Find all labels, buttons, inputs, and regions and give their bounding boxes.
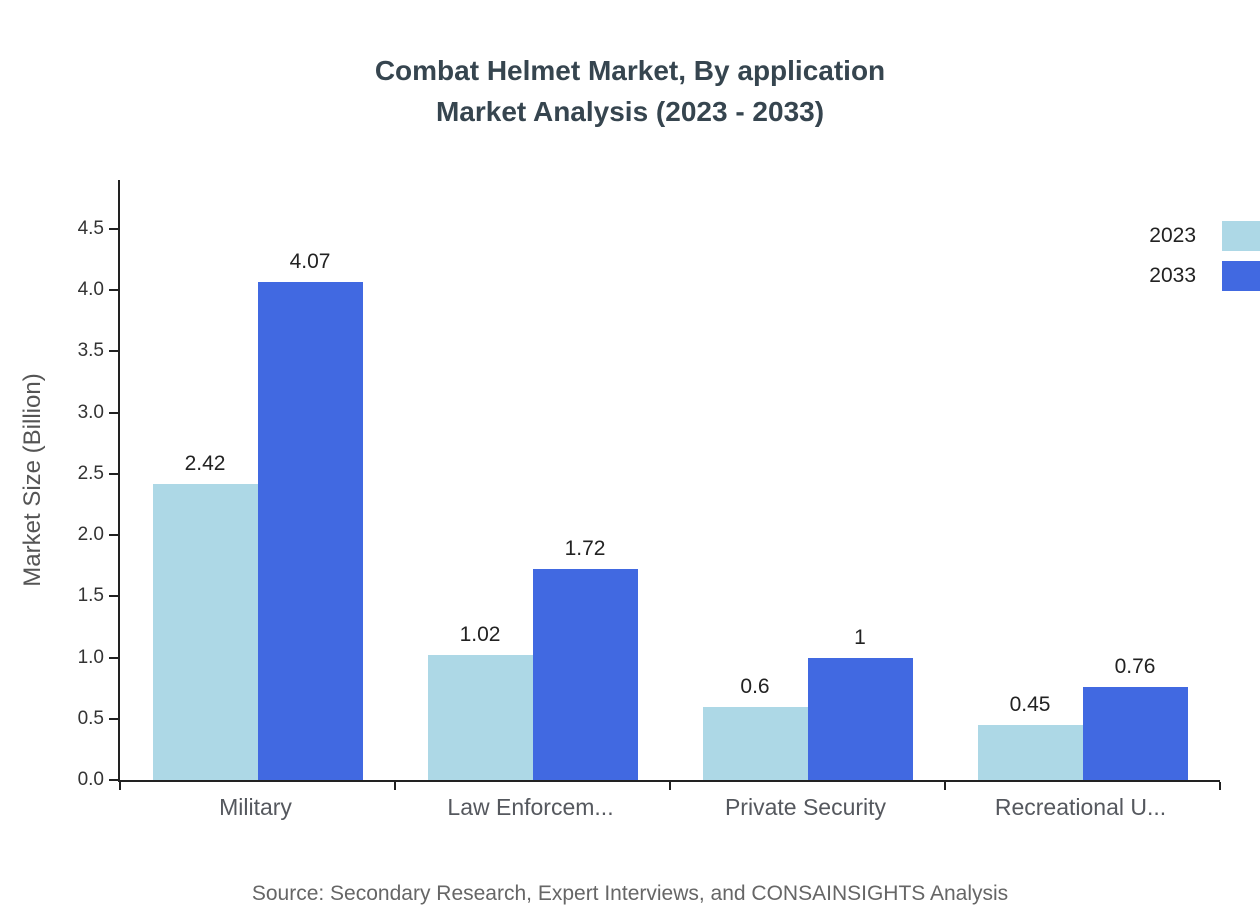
bar-value-label: 0.6	[740, 674, 770, 698]
x-tick-mark	[1219, 782, 1221, 790]
x-category-label: Recreational U...	[994, 794, 1167, 820]
bar-value-label: 4.07	[289, 249, 331, 273]
y-tick-mark	[109, 656, 118, 659]
y-tick-mark	[109, 534, 118, 537]
bar-2033: 0.76	[1082, 655, 1188, 780]
bar-value-label: 0.76	[1114, 654, 1156, 678]
y-tick-mark	[109, 779, 118, 781]
legend-label: 2033	[1149, 264, 1196, 287]
bar-2033: 4.07	[257, 250, 363, 780]
chart-title-line1: Combat Helmet Market, By application	[374, 55, 886, 86]
y-axis-title: Market Size (Billion)	[19, 373, 46, 587]
bar-group-law-enforcem-: 1.02 1.72	[395, 180, 670, 780]
source-note: Source: Secondary Research, Expert Inter…	[251, 882, 1009, 905]
y-tick-mark	[109, 717, 118, 720]
y-tick-mark	[109, 595, 118, 598]
y-tick-label: 4.0	[77, 279, 104, 301]
x-tick-mark	[944, 782, 946, 790]
y-tick-label: 2.5	[77, 462, 104, 484]
bar-2023: 1.02	[427, 623, 533, 780]
y-tick-label: 2.0	[77, 524, 104, 546]
legend: 2023 2033	[1149, 220, 1260, 292]
bar-2033: 1.72	[532, 537, 638, 780]
y-tick-label: 3.5	[77, 340, 104, 362]
bar-value-label: 1.02	[459, 623, 501, 647]
bar-2023: 2.42	[152, 452, 258, 780]
legend-label: 2023	[1149, 224, 1196, 247]
y-tick-label: 1.0	[77, 646, 104, 668]
y-tick-mark	[109, 227, 118, 230]
x-category-label: Military	[219, 794, 292, 820]
bar-group-military: 2.42 4.07	[120, 180, 395, 780]
y-tick-mark	[109, 350, 118, 353]
legend-swatch	[1222, 261, 1260, 291]
bar-2033: 1	[807, 626, 913, 780]
bar-value-label: 1.72	[564, 537, 606, 561]
y-tick-mark	[109, 472, 118, 475]
plot-area: 0.0 0.5 1.0 1.5 2.0 2.5 3.0 3.5 4.0 4.5 2.42 4.07 1.…	[78, 180, 1221, 790]
legend-item-2023: 2023	[1149, 220, 1260, 252]
bar-group-recreational-u-: 0.45 0.76	[945, 180, 1220, 780]
chart-title-line2: Market Analysis (2023 - 2033)	[435, 96, 825, 127]
bar-2023: 0.6	[702, 675, 808, 780]
y-tick-mark	[109, 411, 118, 414]
y-tick-label: 0.0	[77, 769, 104, 790]
x-tick-mark	[394, 782, 396, 790]
y-tick-label: 0.5	[77, 707, 104, 729]
x-tick-mark	[669, 782, 671, 790]
y-tick-label: 1.5	[77, 585, 104, 607]
bar-value-label: 2.42	[184, 451, 226, 475]
chart-title: Combat Helmet Market, By application Mar…	[0, 50, 1260, 132]
legend-swatch	[1222, 221, 1260, 251]
bar-2023: 0.45	[977, 693, 1083, 780]
bar-value-label: 1	[854, 625, 866, 649]
y-tick-label: 3.0	[77, 401, 104, 423]
legend-item-2033: 2033	[1149, 260, 1260, 292]
x-category-label: Law Enforcem...	[447, 794, 614, 820]
x-category-label: Private Security	[724, 794, 887, 820]
x-tick-mark	[119, 782, 121, 790]
y-tick-label: 4.5	[77, 217, 104, 239]
bar-group-private-security: 0.6 1	[670, 180, 945, 780]
bar-value-label: 0.45	[1009, 692, 1051, 716]
y-tick-mark	[109, 289, 118, 292]
x-axis-labels: Military Law Enforcem... Private Security R…	[118, 794, 1218, 821]
